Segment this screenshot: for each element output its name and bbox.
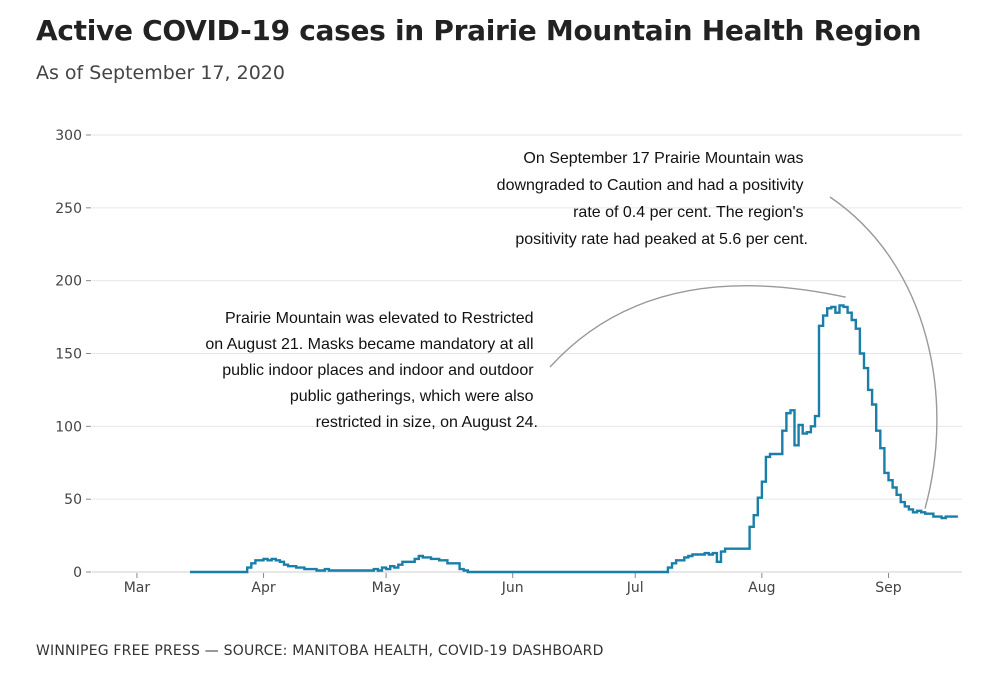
y-tick-label-200: 200 xyxy=(55,274,82,290)
chart-subtitle: As of September 17, 2020 xyxy=(36,62,285,84)
y-tick-label-250: 250 xyxy=(55,201,82,217)
gridlines xyxy=(92,134,962,573)
connector-aug21 xyxy=(549,285,846,368)
x-tick-label-Jul: Jul xyxy=(626,580,644,596)
y-axis: 0 50 100 150 200 250 300 xyxy=(55,128,91,581)
x-axis: Mar Apr May Jun Jul Aug Sep xyxy=(124,573,902,596)
source-credit: WINNIPEG FREE PRESS — SOURCE: MANITOBA H… xyxy=(36,643,604,659)
active-cases-line xyxy=(190,304,958,574)
y-tick-label-0: 0 xyxy=(73,565,82,581)
y-tick-label-50: 50 xyxy=(64,492,82,508)
annotation-aug21: Prairie Mountain was elevated to Restric… xyxy=(205,310,538,431)
x-tick-label-Aug: Aug xyxy=(748,580,775,596)
connector-sept17 xyxy=(829,196,938,509)
x-tick-label-Mar: Mar xyxy=(124,580,151,596)
y-tick-label-100: 100 xyxy=(55,419,82,435)
annotation-sept17: On September 17 Prairie Mountain was dow… xyxy=(497,150,808,248)
x-tick-label-Sep: Sep xyxy=(875,580,902,596)
x-tick-label-May: May xyxy=(372,580,401,596)
annotation-connectors xyxy=(549,196,938,509)
y-tick-label-300: 300 xyxy=(55,128,82,144)
x-tick-label-Apr: Apr xyxy=(251,580,275,596)
chart-title: Active COVID-19 cases in Prairie Mountai… xyxy=(36,14,922,47)
y-tick-label-150: 150 xyxy=(55,347,82,363)
x-tick-label-Jun: Jun xyxy=(501,580,524,596)
